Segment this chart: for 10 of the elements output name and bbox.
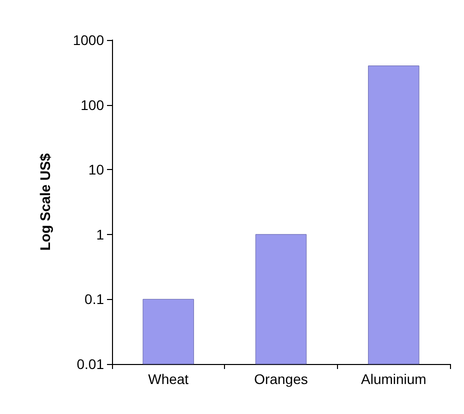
x-tick-label: Aluminium [360,371,426,387]
y-tick-label: 10 [88,162,104,178]
y-tick-label: 100 [80,96,104,113]
y-tick-label: 1 [96,226,104,242]
y-tick-label: 0.01 [76,356,104,372]
y-tick-label: 0.1 [84,291,104,308]
x-tick-label: Wheat [148,371,189,387]
y-tick-label: 1000 [72,32,104,48]
y-axis-title: Log Scale US$ [37,153,53,251]
x-tick-label: Oranges [254,371,308,387]
